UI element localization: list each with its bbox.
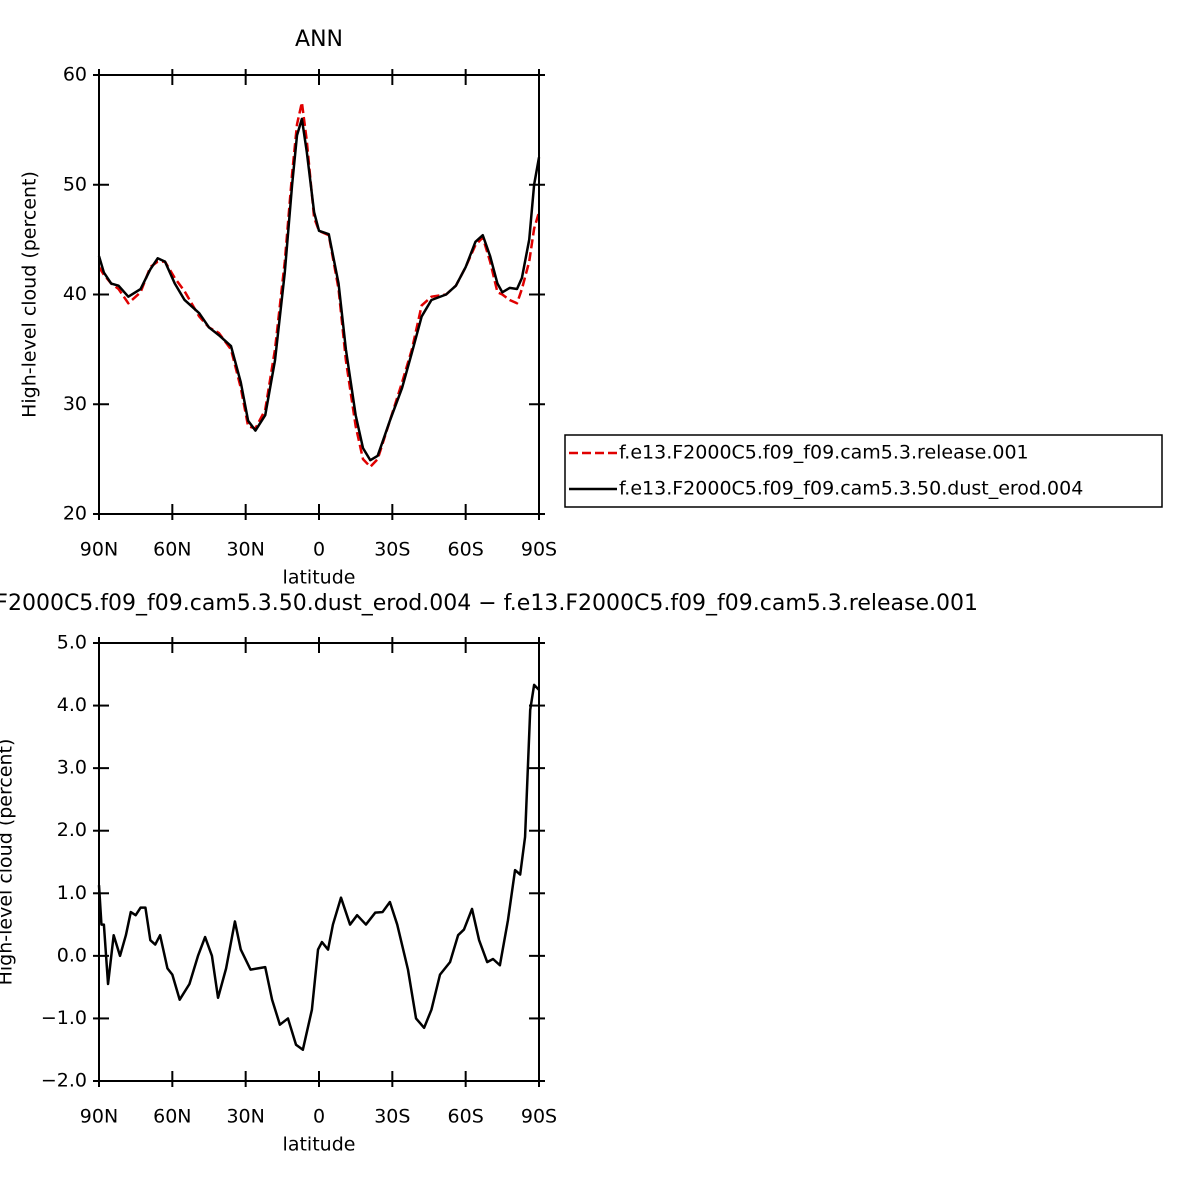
y-axis-label: High-level cloud (percent) [19,171,41,418]
x-tick-label: 30S [374,539,410,561]
y-tick-label: −1.0 [41,1007,87,1029]
y-tick-label: 0.0 [57,944,87,966]
x-tick-label: 90N [80,539,118,561]
legend-label: f.e13.F2000C5.f09_f09.cam5.3.50.dust_ero… [619,478,1083,500]
x-tick-label: 60S [448,539,484,561]
y-tick-label: 5.0 [57,632,87,654]
legend-label: f.e13.F2000C5.f09_f09.cam5.3.release.001 [619,442,1029,464]
y-tick-label: 30 [63,393,87,415]
y-tick-label: 1.0 [57,882,87,904]
series-line [97,683,540,1051]
x-axis-label: latitude [283,567,356,589]
y-tick-label: 4.0 [57,694,87,716]
x-tick-label: 0 [313,1106,325,1128]
series-line [97,117,541,462]
chart-title: ANN [295,27,343,52]
x-tick-label: 30N [226,539,264,561]
x-tick-label: 90S [521,539,557,561]
x-tick-label: 90S [521,1106,557,1128]
x-tick-label: 30N [226,1106,264,1128]
y-tick-label: 3.0 [57,757,87,779]
y-tick-label: 40 [63,283,87,305]
y-tick-label: 2.0 [57,819,87,841]
x-tick-label: 60S [448,1106,484,1128]
x-tick-label: 60N [153,1106,191,1128]
x-tick-label: 60N [153,539,191,561]
y-tick-label: −2.0 [41,1070,87,1092]
y-tick-label: 20 [63,503,87,525]
legend-box [564,434,1163,508]
y-tick-label: 50 [63,173,87,195]
series-line [97,101,541,469]
x-axis-label: latitude [283,1134,356,1156]
y-tick-label: 60 [63,64,87,86]
plot-frame [98,642,540,1082]
x-tick-label: 90N [80,1106,118,1128]
plot-frame [98,74,540,515]
y-axis-label: High-level cloud (percent) [0,739,17,986]
x-tick-label: 30S [374,1106,410,1128]
x-tick-label: 0 [313,539,325,561]
chart-title: f.e13.F2000C5.f09_f09.cam5.3.50.dust_ero… [0,591,978,616]
